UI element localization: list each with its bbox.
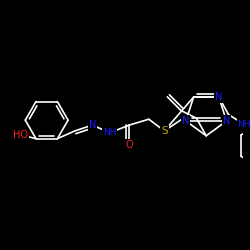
Text: N: N xyxy=(182,116,190,126)
Text: NH: NH xyxy=(103,128,117,137)
Text: N: N xyxy=(215,92,222,102)
Text: HO: HO xyxy=(13,130,28,140)
Text: N: N xyxy=(89,120,96,130)
Text: NH: NH xyxy=(237,120,250,129)
Text: S: S xyxy=(161,126,168,136)
Text: N: N xyxy=(223,116,230,126)
Text: O: O xyxy=(126,140,133,149)
